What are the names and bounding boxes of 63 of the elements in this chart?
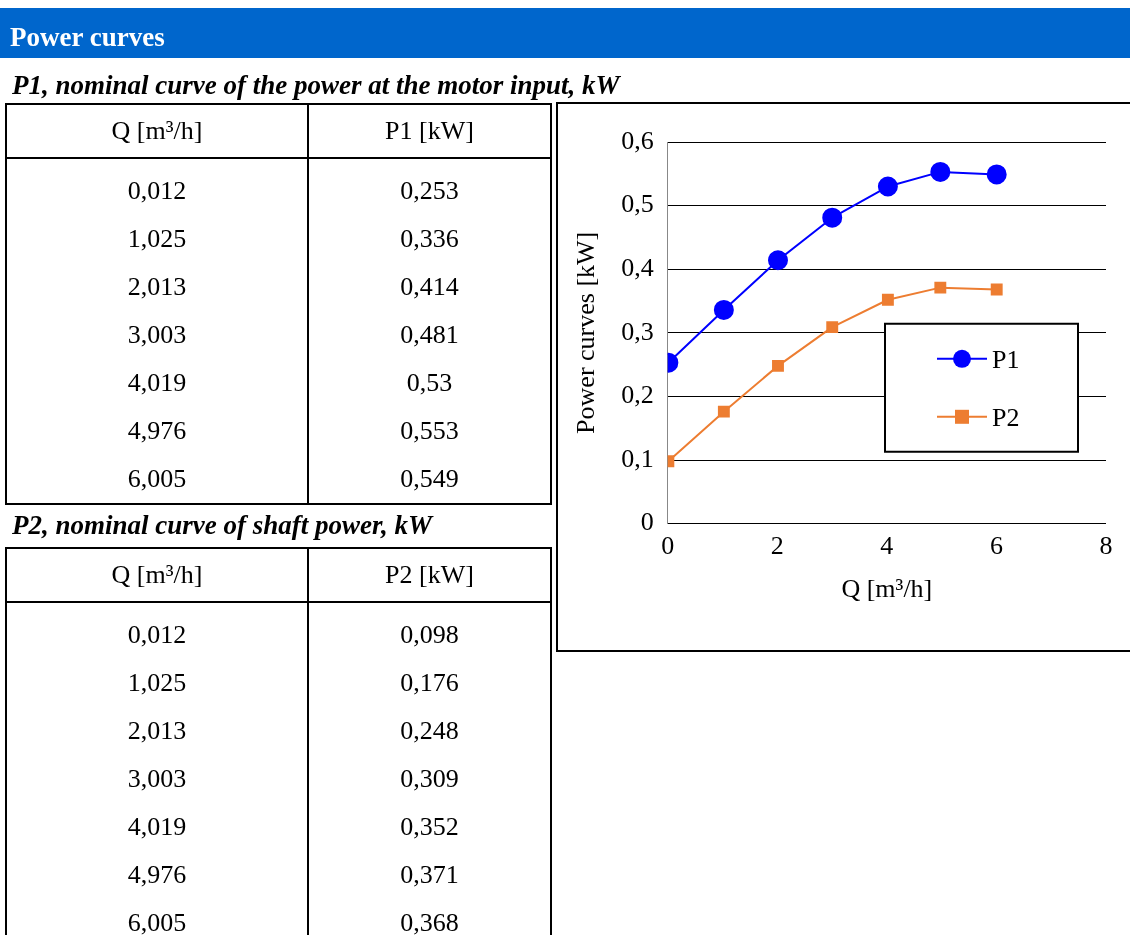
x-tick-label: 4	[880, 531, 894, 561]
x-tick-label: 2	[770, 531, 784, 561]
point	[826, 321, 839, 334]
text: 4,019	[6, 359, 308, 407]
x-axis-title: Q [m³/h]	[841, 574, 933, 604]
point	[990, 283, 1003, 296]
text: Q [m³/h]	[6, 548, 308, 602]
text: 0,309	[308, 755, 551, 803]
y-tick-label: 0	[640, 507, 654, 537]
point	[767, 250, 788, 271]
text: 1,025	[6, 215, 308, 263]
text: 1,025	[6, 659, 308, 707]
text: P2 [kW]	[308, 548, 551, 602]
text: 0,176	[308, 659, 551, 707]
text: 0,368	[308, 899, 551, 935]
text: 0,098	[308, 602, 551, 659]
y-tick-label: 0,5	[621, 189, 654, 219]
text: 0,481	[308, 311, 551, 359]
x-tick-label: 8	[1099, 531, 1113, 561]
text: 3,003	[6, 311, 308, 359]
point	[930, 161, 951, 182]
point	[822, 207, 843, 228]
x-tick-label: 0	[661, 531, 675, 561]
point	[881, 293, 894, 306]
point	[713, 299, 734, 320]
text: 3,003	[6, 755, 308, 803]
text: P2, nominal curve of shaft power, kW	[12, 510, 433, 541]
text: 0,53	[308, 359, 551, 407]
text: 0,012	[6, 602, 308, 659]
legend-label: P1	[992, 344, 1020, 374]
text: 6,005	[6, 455, 308, 504]
text: 0,553	[308, 407, 551, 455]
text: 4,976	[6, 851, 308, 899]
text: 0,248	[308, 707, 551, 755]
text: Power curves	[0, 8, 1130, 58]
point	[772, 359, 784, 372]
text: P1, nominal curve of the power at the motor input, kW	[12, 70, 620, 101]
y-tick-label: 0,4	[621, 253, 654, 283]
y-axis-title: Power curves [kW]	[571, 231, 601, 434]
point	[986, 164, 1007, 185]
text: 6,005	[6, 899, 308, 935]
point	[934, 281, 947, 294]
text: 0,253	[308, 158, 551, 215]
y-tick-label: 0,6	[621, 125, 654, 155]
legend-label: P2	[992, 402, 1020, 432]
point	[717, 405, 730, 418]
x-tick-label: 6	[989, 531, 1003, 561]
text: 0,336	[308, 215, 551, 263]
text: 4,019	[6, 803, 308, 851]
text: 4,976	[6, 407, 308, 455]
y-tick-label: 0,3	[621, 316, 654, 346]
text: 0,549	[308, 455, 551, 504]
text: 0,414	[308, 263, 551, 311]
text: 2,013	[6, 263, 308, 311]
text: Q [m³/h]	[6, 104, 308, 158]
point	[877, 176, 898, 197]
text: P1 [kW]	[308, 104, 551, 158]
y-tick-label: 0,1	[621, 443, 654, 473]
y-tick-label: 0,2	[621, 380, 654, 410]
text: 2,013	[6, 707, 308, 755]
text: 0,371	[308, 851, 551, 899]
text: 0,012	[6, 158, 308, 215]
text: 0,352	[308, 803, 551, 851]
